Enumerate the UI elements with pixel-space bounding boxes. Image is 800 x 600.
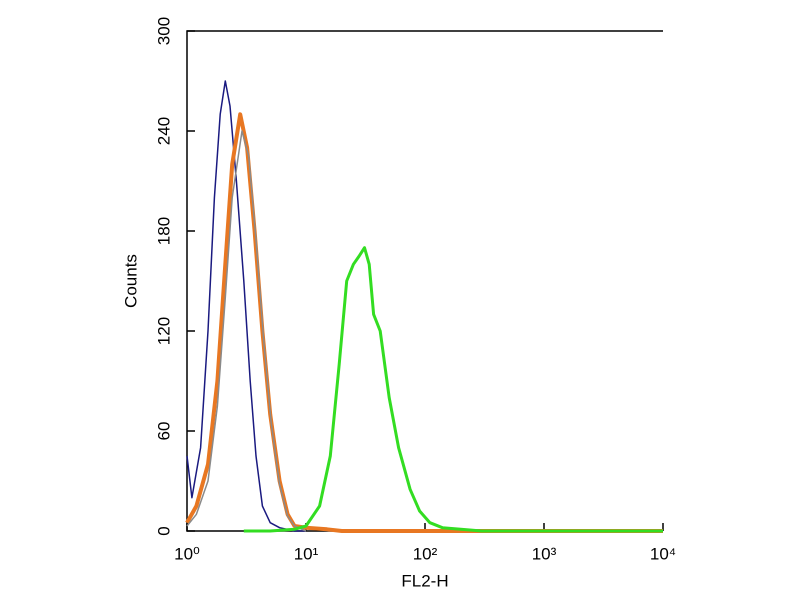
x-tick-label: 10² — [413, 544, 438, 563]
y-tick-label: 60 — [154, 422, 173, 441]
y-tick-label: 120 — [154, 317, 173, 345]
histogram-line — [185, 112, 663, 533]
y-tick-label: 0 — [154, 526, 173, 535]
histogram-line — [186, 130, 307, 532]
histogram-line — [243, 246, 663, 533]
y-axis-label: Counts — [121, 254, 140, 308]
x-tick-label: 10⁰ — [174, 544, 200, 563]
y-tick-label: 300 — [154, 17, 173, 45]
histogram-line — [186, 80, 306, 532]
x-axis-label: FL2-H — [401, 571, 448, 590]
x-tick-label: 10¹ — [294, 544, 319, 563]
y-tick-label: 180 — [154, 217, 173, 245]
y-tick-label: 240 — [154, 117, 173, 145]
x-tick-label: 10⁴ — [650, 544, 676, 563]
x-tick-label: 10³ — [532, 544, 557, 563]
